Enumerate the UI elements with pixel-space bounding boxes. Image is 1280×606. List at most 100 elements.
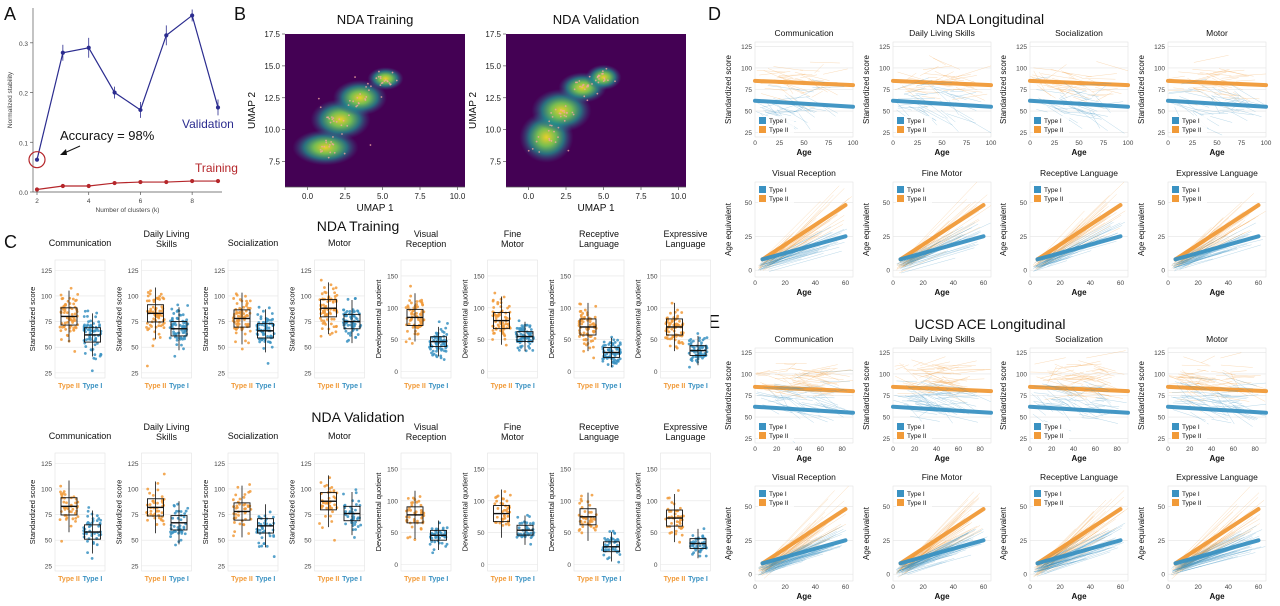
point-type1 [358, 516, 361, 520]
trajectory [769, 245, 830, 262]
point-type2 [73, 511, 77, 515]
legend-label-type2: Type II [769, 500, 789, 507]
legend-swatch-type1 [759, 490, 766, 497]
point-type2 [592, 322, 595, 325]
trajectory [763, 109, 792, 116]
trajectory [1178, 71, 1204, 75]
point-type1 [701, 535, 705, 538]
point-type2 [418, 299, 422, 303]
x-tick-label: Type II [404, 383, 426, 390]
x-axis-label: Age [1071, 148, 1087, 157]
legend-swatch-type2 [759, 432, 766, 439]
trajectory [794, 71, 830, 81]
trajectory [953, 88, 983, 93]
umap-point [368, 89, 370, 92]
point-type1 [259, 522, 263, 526]
point-type2 [319, 481, 323, 484]
point-type2 [155, 523, 159, 526]
point-type2 [582, 349, 586, 353]
trajectory [1061, 371, 1084, 379]
trajectory [1178, 373, 1194, 378]
point-type2 [420, 301, 424, 305]
legend-box [1171, 489, 1207, 508]
trajectory [1181, 550, 1236, 568]
trajectory [1211, 395, 1250, 402]
point-type2 [160, 518, 163, 522]
trajectory [1169, 380, 1206, 385]
legend-label-type1: Type I [769, 491, 787, 498]
trajectory [804, 390, 837, 393]
trajectory [773, 385, 805, 391]
x-tick-label: Type I [83, 383, 103, 390]
trajectory [1183, 356, 1209, 366]
trajectory [764, 247, 827, 266]
point-type2 [325, 312, 329, 316]
y-tick-label: 75 [131, 512, 139, 519]
point-type2 [589, 510, 593, 514]
y-tick-label: 125 [301, 268, 312, 275]
umap-point [573, 88, 576, 91]
legend-swatch-type2 [1172, 195, 1179, 202]
trajectory [1174, 258, 1203, 270]
umap-point [319, 148, 322, 151]
trajectory [787, 385, 823, 391]
panel-label-e: E [708, 312, 720, 332]
point-type2 [62, 500, 66, 504]
point-type2 [239, 312, 243, 316]
mean-trend [1166, 78, 1268, 88]
x-tick-label: 0 [1166, 280, 1170, 287]
x-tick-label: 0 [1028, 280, 1032, 287]
mean-trend [1166, 98, 1268, 109]
trajectory [762, 249, 820, 268]
trajectory [1035, 76, 1051, 80]
x-tick-label: 4 [87, 198, 91, 205]
trajectory [794, 371, 825, 376]
point-type1 [359, 523, 363, 527]
legend-box [1171, 116, 1207, 135]
point-type2 [72, 328, 76, 332]
point-type2 [325, 506, 329, 510]
point-type2 [415, 500, 419, 504]
trajectory [1172, 247, 1237, 269]
trajectory [1046, 374, 1072, 381]
y-tick-label: 125 [214, 461, 225, 468]
legend-box [758, 489, 794, 508]
y-tick-label: 125 [214, 268, 225, 275]
y-tick-label: 50 [1158, 504, 1166, 511]
point-type1 [175, 509, 178, 513]
point-type1 [445, 542, 449, 546]
trajectory [932, 381, 968, 388]
trajectory [933, 87, 949, 102]
point-type2 [582, 338, 586, 342]
point-type2 [322, 319, 326, 323]
trajectory [774, 383, 805, 390]
trajectory [1183, 530, 1233, 568]
trajectory [939, 379, 955, 388]
point-type1 [354, 503, 358, 506]
trajectory [1047, 370, 1062, 373]
point-type1 [354, 508, 357, 512]
trajectory [768, 550, 824, 568]
panel-e-title: UCSD ACE Longitudinal [915, 316, 1066, 332]
y-tick-label: 75 [883, 87, 891, 94]
y-tick-label: 50 [564, 530, 572, 537]
point-type1 [612, 338, 616, 342]
point-type1 [176, 303, 180, 307]
point-type2 [156, 488, 160, 492]
legend-label-type1: Type I [907, 424, 925, 431]
point-type2 [321, 311, 325, 315]
y-tick-label: 125 [1016, 350, 1027, 357]
trajectory [904, 236, 967, 268]
point-type2 [495, 499, 499, 503]
x-tick-label: 60 [1255, 280, 1263, 287]
umap-point [571, 111, 574, 114]
facet-title: Visual Reception [772, 168, 836, 178]
trajectory [1051, 399, 1084, 401]
trajectory [923, 380, 947, 388]
trajectory [1179, 523, 1260, 570]
legend-swatch-type2 [759, 195, 766, 202]
legend-label-type1: Type I [907, 187, 925, 194]
trajectory [903, 548, 961, 568]
trajectory [1071, 378, 1084, 386]
